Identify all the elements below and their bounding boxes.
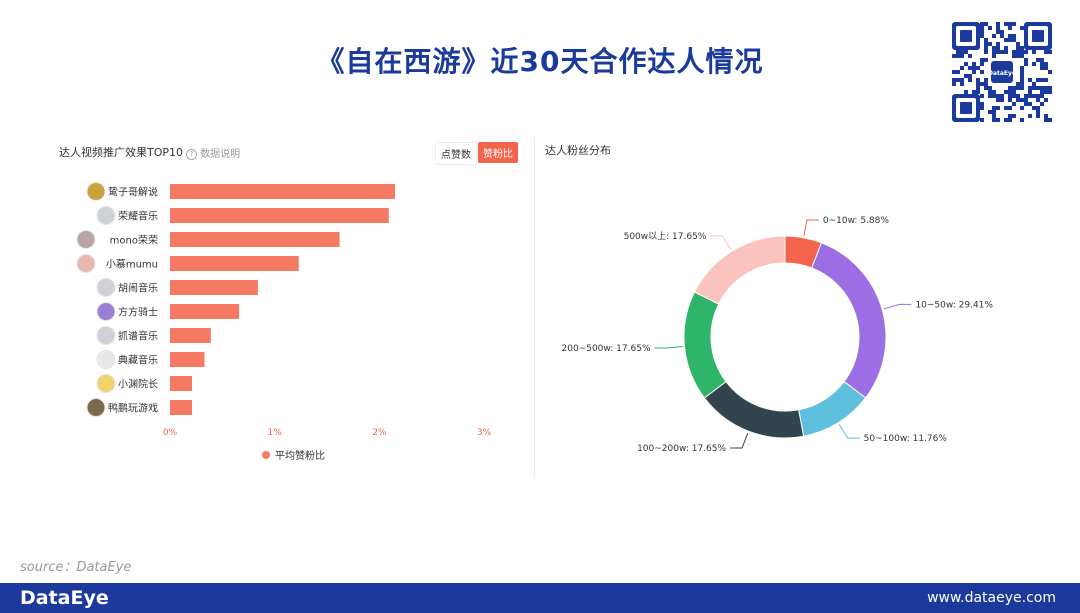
- bar-category-label: 鸭鹏玩游戏: [108, 402, 158, 415]
- creator-avatar: [96, 350, 116, 369]
- bar[interactable]: [170, 256, 299, 271]
- info-icon: ?: [186, 148, 197, 160]
- bar[interactable]: [170, 208, 389, 223]
- panel-divider: [534, 138, 535, 478]
- bar-category-label: 胡闹音乐: [118, 282, 158, 295]
- footer-logo: DataEye: [20, 587, 109, 609]
- bar-category-label: mono荣荣: [110, 235, 158, 247]
- bar-category-label: 鸷子哥解说: [108, 186, 158, 199]
- creator-avatar: [96, 326, 116, 345]
- donut-slice[interactable]: [703, 380, 805, 439]
- slice-leader-line: [710, 235, 732, 250]
- bar-chart-title: 达人视频推广效果TOP10: [59, 146, 184, 159]
- footer-url[interactable]: www.dataeye.com: [927, 590, 1056, 606]
- legend-label[interactable]: 平均赞粉比: [275, 449, 325, 462]
- donut-chart: 0~10w: 5.88% 10~50w: 29.41% 50~100w: 11.76…: [562, 216, 994, 454]
- creator-avatar: [96, 206, 116, 225]
- creator-avatar: [76, 230, 96, 249]
- bar-category-label: 抓谱音乐: [118, 330, 158, 343]
- bar-category-label: 小渊院长: [118, 378, 158, 391]
- legend-marker: [262, 451, 270, 459]
- bar[interactable]: [170, 304, 240, 319]
- slice-leader-line: [838, 424, 860, 439]
- bar[interactable]: [170, 352, 205, 367]
- creator-avatar: [96, 302, 116, 321]
- slice-label: 500w以上: 17.65%: [624, 231, 707, 242]
- donut-slice[interactable]: [693, 235, 786, 305]
- x-tick-label: 1%: [268, 428, 283, 438]
- bar[interactable]: [170, 184, 396, 199]
- creator-avatar: [96, 374, 116, 393]
- page-title: 《自在西游》近30天合作达人情况: [316, 45, 764, 78]
- slice-leader-line: [654, 346, 683, 349]
- slice-label: 10~50w: 29.41%: [915, 300, 993, 310]
- bar[interactable]: [170, 280, 258, 295]
- bar-category-label: 典藏音乐: [118, 354, 158, 367]
- donut-chart-title: 达人粉丝分布: [545, 144, 611, 157]
- slice-leader-line: [730, 432, 749, 449]
- bar[interactable]: [170, 232, 340, 247]
- bar-category-label: 方方骑士: [118, 306, 158, 319]
- bar[interactable]: [170, 376, 192, 391]
- bar-category-label: 荣耀音乐: [118, 210, 158, 223]
- x-tick-label: 2%: [372, 428, 387, 438]
- donut-slice[interactable]: [811, 242, 887, 399]
- bar[interactable]: [170, 328, 211, 343]
- creator-avatar: [86, 182, 106, 201]
- data-hint-label: 数据说明: [200, 149, 241, 160]
- creator-avatar: [76, 254, 96, 273]
- source-note: source：DataEye: [20, 560, 132, 575]
- slice-label: 200~500w: 17.65%: [562, 344, 651, 354]
- slice-leader-line: [803, 219, 819, 236]
- donut-slice[interactable]: [798, 380, 867, 437]
- data-hint[interactable]: ? 数据说明: [186, 145, 240, 160]
- toggle-likes-button[interactable]: 点赞数: [435, 142, 477, 165]
- footer-bar: DataEye www.dataeye.com: [0, 583, 1080, 613]
- x-tick-label: 0%: [163, 428, 178, 438]
- slice-leader-line: [883, 303, 912, 310]
- creator-avatar: [96, 278, 116, 297]
- slice-label: 50~100w: 11.76%: [864, 434, 948, 444]
- slice-label: 0~10w: 5.88%: [823, 216, 890, 226]
- x-tick-label: 3%: [477, 428, 492, 438]
- qr-badge-text: DataEye: [988, 70, 1016, 77]
- toggle-like-fan-ratio-button[interactable]: 赞粉比: [478, 142, 518, 163]
- creator-avatar: [86, 398, 106, 417]
- bar-category-label: 小慕mumu: [106, 258, 158, 271]
- bar[interactable]: [170, 400, 192, 415]
- slice-label: 100~200w: 17.65%: [637, 444, 726, 454]
- donut-slice[interactable]: [683, 291, 727, 399]
- qr-code-image: DataEye: [950, 18, 1054, 126]
